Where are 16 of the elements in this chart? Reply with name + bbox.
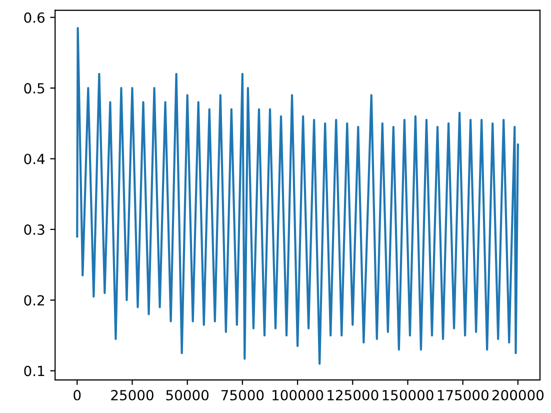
y-tick-label: 0.2 [24,295,44,306]
x-tick-label: 175000 [438,390,488,400]
y-tick-label: 0.3 [24,224,44,235]
x-tick-label: 75000 [221,390,264,400]
x-tick-label: 150000 [382,390,434,400]
y-tick-label: 0.5 [24,83,44,94]
x-tick-label: 50000 [166,390,209,400]
y-tick-label: 0.6 [24,12,45,23]
y-tick-label: 0.4 [24,154,45,164]
x-tick-label: 125000 [328,390,378,400]
y-tick-label: 0.1 [24,366,44,376]
x-tick-label: 25000 [111,390,154,400]
x-tick-label: 0 [74,390,81,400]
x-tick-label: 100000 [272,390,324,400]
line-series [76,26,519,365]
x-tick-label: 200000 [492,390,544,400]
